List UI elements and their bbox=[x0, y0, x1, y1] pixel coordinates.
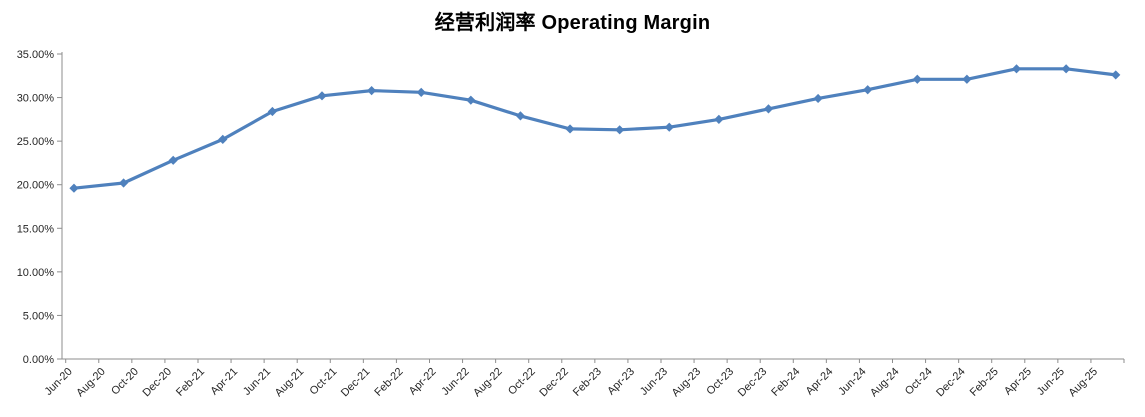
data-point-marker bbox=[1111, 70, 1121, 80]
data-point-marker bbox=[515, 111, 526, 121]
data-point-marker bbox=[615, 125, 625, 135]
x-axis-label: Jun-24 bbox=[836, 366, 868, 398]
x-axis-label: Oct-23 bbox=[704, 366, 736, 398]
data-point-marker bbox=[267, 106, 277, 117]
x-axis-label: Feb-23 bbox=[571, 366, 604, 399]
data-point-marker bbox=[69, 183, 79, 193]
x-axis-label: Jun-23 bbox=[638, 366, 670, 398]
x-axis-label: Aug-25 bbox=[1066, 366, 1100, 400]
x-axis-label: Dec-20 bbox=[140, 366, 174, 400]
data-point-marker bbox=[416, 87, 426, 97]
x-axis-label: Apr-24 bbox=[804, 366, 836, 398]
x-axis-label: Oct-22 bbox=[506, 366, 538, 398]
data-point-marker bbox=[813, 93, 823, 104]
x-axis-label: Oct-20 bbox=[109, 366, 141, 398]
x-axis-label: Aug-22 bbox=[471, 366, 505, 400]
x-axis-label: Oct-21 bbox=[308, 366, 340, 398]
data-point-marker bbox=[118, 178, 129, 188]
x-axis-label: Jun-22 bbox=[439, 366, 471, 398]
y-axis-label: 35.00% bbox=[17, 49, 55, 61]
x-axis-label: Aug-20 bbox=[74, 366, 108, 400]
x-axis-label: Feb-24 bbox=[769, 366, 802, 399]
x-axis-label: Apr-22 bbox=[407, 366, 439, 398]
y-axis-label: 15.00% bbox=[17, 223, 55, 235]
x-axis-label: Dec-22 bbox=[537, 366, 571, 400]
y-axis-label: 30.00% bbox=[17, 93, 55, 105]
x-axis-label: Apr-23 bbox=[605, 366, 637, 398]
x-axis-label: Aug-21 bbox=[273, 366, 307, 400]
x-axis-label: Dec-24 bbox=[934, 366, 968, 400]
x-axis-label: Aug-24 bbox=[868, 366, 902, 400]
y-axis-label: 10.00% bbox=[17, 267, 55, 279]
x-axis-label: Jun-20 bbox=[43, 366, 75, 398]
x-axis-label: Feb-25 bbox=[968, 366, 1001, 399]
data-point-marker bbox=[466, 95, 476, 105]
x-axis-label: Apr-21 bbox=[208, 366, 240, 398]
chart-title: 经营利润率 Operating Margin bbox=[434, 12, 711, 34]
data-point-marker bbox=[962, 74, 972, 84]
series-line-operating-margin bbox=[72, 67, 1118, 190]
x-axis-label: Oct-24 bbox=[903, 366, 935, 398]
data-point-marker bbox=[863, 85, 873, 95]
x-axis-label: Apr-25 bbox=[1002, 366, 1034, 398]
data-point-marker bbox=[763, 104, 774, 114]
x-axis-label: Jun-25 bbox=[1035, 366, 1067, 398]
x-axis-label: Dec-23 bbox=[736, 366, 770, 400]
data-point-marker bbox=[664, 122, 674, 132]
data-point-marker bbox=[714, 114, 724, 124]
data-point-marker bbox=[1011, 64, 1022, 74]
x-axis-label: Jun-21 bbox=[241, 366, 273, 398]
data-point-marker bbox=[912, 74, 922, 84]
x-axis-label: Dec-21 bbox=[339, 366, 373, 400]
y-axis-label: 0.00% bbox=[23, 354, 54, 366]
y-axis-label: 25.00% bbox=[17, 136, 55, 148]
data-point-marker bbox=[565, 124, 575, 134]
y-axis-label: 5.00% bbox=[23, 310, 54, 322]
data-point-marker bbox=[367, 86, 377, 96]
x-axis-label: Aug-23 bbox=[670, 366, 704, 400]
data-point-marker bbox=[168, 155, 178, 165]
y-axis-label: 20.00% bbox=[17, 180, 55, 192]
x-axis-label: Feb-21 bbox=[174, 366, 207, 399]
x-axis-label: Feb-22 bbox=[372, 366, 405, 399]
data-point-marker bbox=[317, 91, 327, 101]
data-point-marker bbox=[1061, 64, 1071, 74]
data-point-marker bbox=[218, 134, 228, 144]
